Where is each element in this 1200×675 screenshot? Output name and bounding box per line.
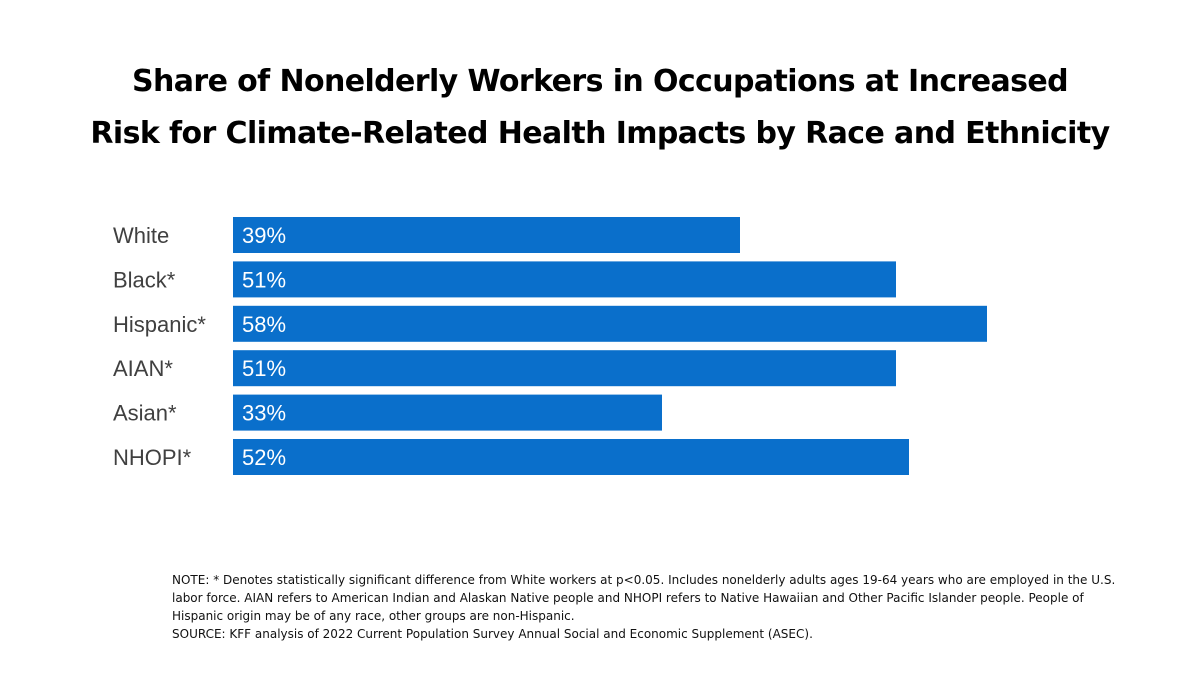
value-label-asian: 33% <box>242 401 286 426</box>
bar-aian <box>233 350 896 387</box>
category-label-aian: AIAN* <box>113 356 173 381</box>
category-label-hispanic: Hispanic* <box>113 312 206 337</box>
chart-title: Share of Nonelderly Workers in Occupatio… <box>40 56 1160 160</box>
bar-black <box>233 261 896 298</box>
chart-footnote: NOTE: * Denotes statistically significan… <box>172 571 1132 643</box>
footnote-source: SOURCE: KFF analysis of 2022 Current Pop… <box>172 627 813 641</box>
bar-nhopi <box>233 439 909 475</box>
category-label-nhopi: NHOPI* <box>113 445 192 470</box>
value-label-hispanic: 58% <box>242 312 286 337</box>
bar-white <box>233 217 740 253</box>
chart-title-line-2: Risk for Climate-Related Health Impacts … <box>90 116 1110 151</box>
category-label-black: Black* <box>113 267 176 292</box>
category-label-asian: Asian* <box>113 401 177 426</box>
value-label-aian: 51% <box>242 356 286 381</box>
chart-title-line-1: Share of Nonelderly Workers in Occupatio… <box>131 64 1069 99</box>
value-label-nhopi: 52% <box>242 445 286 470</box>
value-label-white: 39% <box>242 223 286 248</box>
footnote-note: NOTE: * Denotes statistically significan… <box>172 573 1116 623</box>
category-label-white: White <box>113 223 169 248</box>
bar-hispanic <box>233 305 987 342</box>
bar-asian <box>233 394 662 431</box>
value-label-black: 51% <box>242 267 286 292</box>
